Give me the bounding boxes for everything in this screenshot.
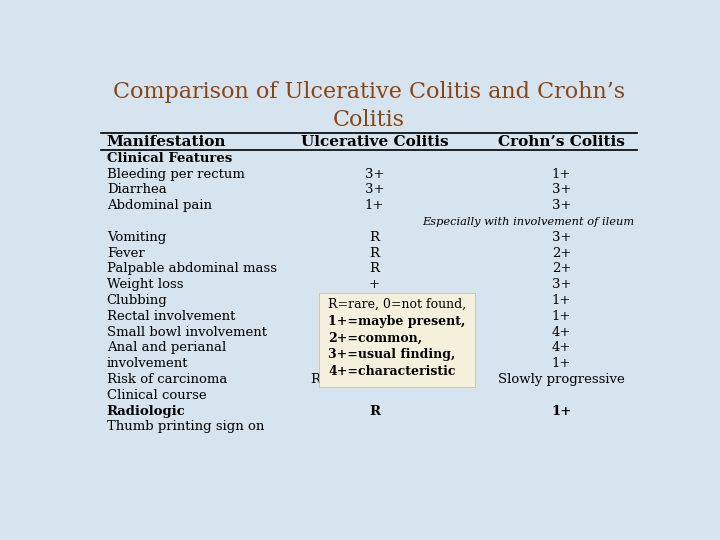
Text: R: R (369, 404, 380, 417)
Text: 1+: 1+ (365, 199, 384, 212)
Text: Abdominal pain: Abdominal pain (107, 199, 212, 212)
Text: 4+: 4+ (365, 310, 384, 323)
Text: 2+=common,: 2+=common, (328, 332, 423, 345)
Text: 1+=maybe present,: 1+=maybe present, (328, 315, 466, 328)
Text: R: R (369, 341, 379, 354)
Text: Bleeding per rectum: Bleeding per rectum (107, 167, 245, 181)
Text: R: R (369, 262, 379, 275)
Text: Rectal involvement: Rectal involvement (107, 310, 235, 323)
Text: Risk of carcinoma: Risk of carcinoma (107, 373, 227, 386)
Text: 3+: 3+ (552, 278, 571, 291)
Text: Clinical course: Clinical course (107, 389, 207, 402)
Text: Palpable abdominal mass: Palpable abdominal mass (107, 262, 276, 275)
Text: Thumb printing sign on: Thumb printing sign on (107, 421, 264, 434)
Text: 3+: 3+ (365, 167, 384, 181)
Text: R: R (369, 231, 379, 244)
Text: 1+: 1+ (552, 294, 571, 307)
Text: 3+: 3+ (552, 199, 571, 212)
Text: Clinical Features: Clinical Features (107, 152, 232, 165)
Text: Clubbing: Clubbing (107, 294, 168, 307)
Text: 2+: 2+ (552, 247, 571, 260)
Text: Slowly progressive: Slowly progressive (498, 373, 625, 386)
Text: Weight loss: Weight loss (107, 278, 183, 291)
Text: 3+=usual finding,: 3+=usual finding, (328, 348, 456, 361)
Text: 1+: 1+ (552, 310, 571, 323)
Text: Radiologic: Radiologic (107, 404, 186, 417)
Text: Relapses/remission: Relapses/remission (310, 373, 439, 386)
Text: 4+=characteristic: 4+=characteristic (328, 364, 456, 378)
Text: 3+: 3+ (365, 184, 384, 197)
Text: involvement: involvement (107, 357, 188, 370)
Text: 2+: 2+ (552, 262, 571, 275)
Text: Especially with involvement of ileum: Especially with involvement of ileum (422, 217, 634, 227)
Text: 1+: 1+ (552, 167, 571, 181)
Text: 4+: 4+ (552, 326, 571, 339)
Text: 1+: 1+ (552, 357, 571, 370)
Text: 3+: 3+ (552, 184, 571, 197)
Text: Diarrhea: Diarrhea (107, 184, 166, 197)
Text: Crohn’s Colitis: Crohn’s Colitis (498, 134, 625, 149)
Text: R: R (369, 247, 379, 260)
Text: Anal and perianal: Anal and perianal (107, 341, 226, 354)
Text: 1+: 1+ (365, 357, 384, 370)
Text: R: R (369, 294, 379, 307)
Text: Fever: Fever (107, 247, 145, 260)
Text: +: + (369, 278, 380, 291)
Text: Small bowl involvement: Small bowl involvement (107, 326, 266, 339)
Text: 1+: 1+ (552, 404, 572, 417)
Text: Manifestation: Manifestation (107, 134, 226, 149)
Text: Comparison of Ulcerative Colitis and Crohn’s
Colitis: Comparison of Ulcerative Colitis and Cro… (113, 82, 625, 131)
Text: 0: 0 (370, 326, 379, 339)
Text: Vomiting: Vomiting (107, 231, 166, 244)
Text: Ulcerative Colitis: Ulcerative Colitis (301, 134, 449, 149)
FancyBboxPatch shape (319, 294, 475, 387)
Text: R=rare, 0=not found,: R=rare, 0=not found, (328, 298, 467, 311)
Text: 3+: 3+ (552, 231, 571, 244)
Text: 4+: 4+ (552, 341, 571, 354)
